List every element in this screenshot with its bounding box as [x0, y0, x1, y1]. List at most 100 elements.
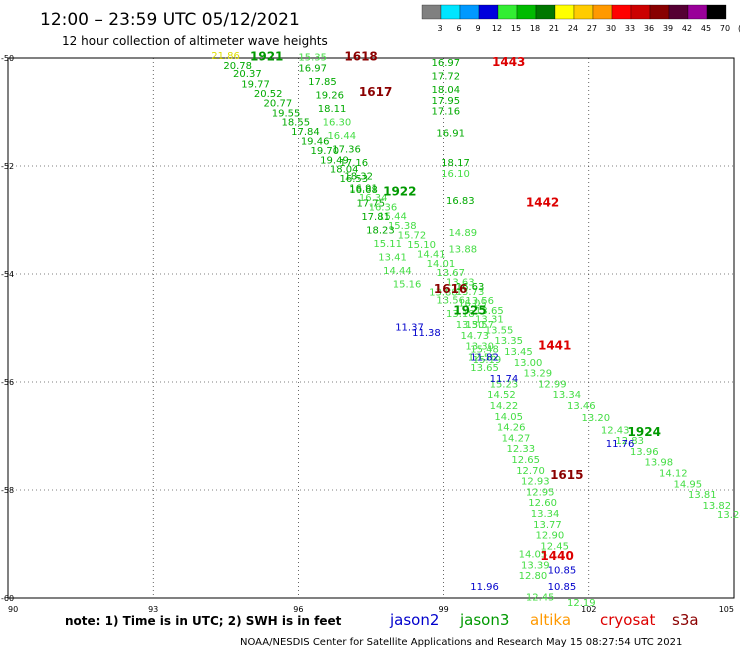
wave-height-label: 15.38: [388, 221, 417, 232]
wave-height-label: 14.22: [490, 401, 519, 412]
wave-height-label: 16.97: [432, 58, 461, 69]
colorbar-label: 18: [530, 24, 540, 33]
note-text: note: 1) Time is in UTC; 2) SWH is in fe…: [65, 614, 342, 628]
colorbar-swatch: [554, 4, 575, 20]
colorbar-swatch: [535, 4, 556, 20]
pass-time-label: 1617: [359, 85, 392, 99]
wave-height-label: 11.82: [470, 352, 499, 363]
wave-height-label: 13.34: [553, 390, 582, 401]
colorbar-label: 24: [568, 24, 578, 33]
plot-frame: [7, 57, 735, 599]
wave-height-label: 14.05: [494, 412, 523, 423]
wave-height-label: 13.81: [688, 490, 717, 501]
wave-height-label: 20.52: [254, 89, 283, 100]
wave-height-label: 12.80: [519, 571, 548, 582]
wave-height-label: 17.72: [432, 72, 461, 83]
wave-height-label: 12.19: [567, 598, 596, 609]
satellite-jason3-label: jason3: [459, 611, 509, 629]
wave-height-label: 19.77: [241, 80, 270, 91]
wave-height-label: 17.16: [340, 158, 369, 169]
wave-height-label: 13.31: [475, 315, 504, 326]
wave-height-label: 14.95: [674, 479, 703, 490]
wave-height-label: 13.98: [644, 458, 673, 469]
wave-height-label: 14.27: [502, 433, 531, 444]
wave-height-label: 16.10: [441, 169, 470, 180]
colorbar-swatch: [687, 4, 708, 20]
wave-height-label: 13.56: [436, 296, 465, 307]
wave-height-label: 11.38: [412, 328, 441, 339]
colorbar-label: 3: [437, 24, 442, 33]
x-tick-label: 93: [148, 605, 158, 614]
colorbar-label: 39: [663, 24, 673, 33]
y-tick-label: -54: [1, 270, 14, 279]
wave-height-label: 13.29: [523, 369, 552, 380]
wave-height-label: 16.05: [458, 298, 487, 309]
wave-height-label: 14.01: [427, 259, 456, 270]
satellite-altika-label: altika: [530, 611, 571, 629]
wave-height-label: 15.72: [398, 230, 427, 241]
chart-title: 12:00 – 23:59 UTC 05/12/2021: [40, 10, 300, 30]
wave-height-label: 12.95: [526, 487, 555, 498]
wave-height-label: 13.55: [485, 325, 514, 336]
wave-height-label: 10.85: [548, 566, 577, 577]
colorbar-swatch: [478, 4, 499, 20]
pass-time-label: 1922: [383, 185, 416, 199]
wave-height-label: 16.91: [349, 183, 378, 194]
colorbar-label: 9: [475, 24, 480, 33]
satellite-s3a-label: s3a: [672, 611, 699, 629]
wave-height-label: 13.67: [436, 268, 465, 279]
wave-height-label: 14.89: [448, 228, 477, 239]
wave-height-label: 14.26: [497, 423, 526, 434]
colorbar-label: 12: [492, 24, 502, 33]
colorbar-swatch: [668, 4, 689, 20]
wave-height-label: 12.33: [507, 444, 536, 455]
colorbar-swatch: [497, 4, 518, 20]
wave-height-label: 15.48: [470, 344, 499, 355]
x-tick-label: 102: [581, 605, 596, 614]
wave-height-label: 17.36: [332, 145, 361, 156]
wave-height-label: 18.17: [441, 158, 470, 169]
wave-height-label: 12.83: [615, 436, 644, 447]
wave-height-label: 18.11: [318, 104, 347, 115]
grid-lines: [8, 58, 734, 598]
x-tick-label: 105: [719, 605, 734, 614]
pass-time-label: 1618: [344, 50, 377, 64]
wave-height-label: 13.46: [567, 401, 596, 412]
wave-height-label: 14.73: [461, 331, 490, 342]
wave-height-label: 17.85: [308, 77, 337, 88]
wave-height-label: 13.30: [465, 342, 494, 353]
wave-height-label: 19.49: [320, 155, 349, 166]
colorbar-swatch: [459, 4, 480, 20]
colorbar-label: 27: [587, 24, 597, 33]
pass-time-label: 1616: [434, 282, 467, 296]
colorbar-swatch: [611, 4, 632, 20]
wave-height-label: 13.88: [429, 288, 458, 299]
x-axis: 90 93 96 99 102 105: [8, 605, 734, 614]
pass-time-label: 1442: [526, 196, 559, 210]
wave-height-label: 16.91: [436, 128, 465, 139]
pass-time-label: 1440: [540, 549, 573, 563]
pass-time-label: 1615: [550, 468, 583, 482]
wave-height-label: 16.83: [446, 196, 475, 207]
y-tick-label: -58: [1, 486, 14, 495]
wave-height-label: 13.39: [521, 560, 550, 571]
wave-height-label: 12.93: [521, 477, 550, 488]
x-tick-label: 99: [439, 605, 449, 614]
wave-height-label: 16.30: [323, 118, 352, 129]
colorbar-label: 70: [720, 24, 730, 33]
wave-height-label: 13.24: [717, 510, 740, 521]
wave-height-label: 12.60: [528, 498, 557, 509]
wave-height-label: 11.96: [470, 582, 499, 593]
wave-height-label: 17.95: [432, 96, 461, 107]
wave-height-label: 18.04: [432, 85, 461, 96]
wave-height-label: 12.65: [511, 455, 540, 466]
wave-height-label: 13.63: [446, 277, 475, 288]
wave-height-label: 13.56: [465, 296, 494, 307]
wave-height-label: 16.44: [327, 131, 356, 142]
colorbar-swatch: [649, 4, 670, 20]
wave-height-label: 18.04: [330, 164, 359, 175]
colorbar-swatch: [516, 4, 537, 20]
wave-height-label: 17.84: [291, 127, 320, 138]
colorbar-swatch: [421, 4, 442, 20]
